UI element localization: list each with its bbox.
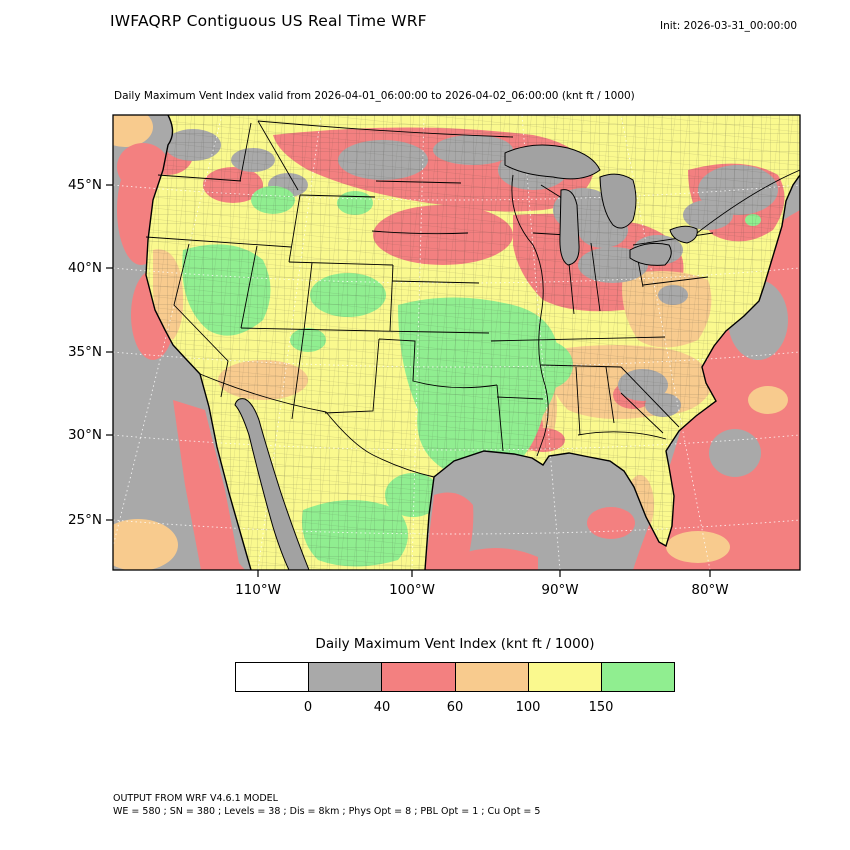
- colorbar-label-100: 100: [515, 700, 541, 715]
- footer-model-line: OUTPUT FROM WRF V4.6.1 MODEL: [113, 793, 278, 804]
- colorbar-cell-yellow: [528, 663, 602, 691]
- y-tick-40n: 40°N: [68, 260, 102, 276]
- colorbar: [235, 662, 675, 692]
- x-tick-110w: 110°W: [235, 582, 281, 598]
- y-tick-25n: 25°N: [68, 512, 102, 528]
- colorbar-cell-orange: [455, 663, 529, 691]
- coastline: [145, 115, 800, 570]
- colorbar-cell-pink: [382, 663, 456, 691]
- colorbar-label-40: 40: [373, 700, 391, 715]
- colorbar-label-0: 0: [303, 700, 313, 715]
- page-title: IWFAQRP Contiguous US Real Time WRF: [110, 12, 427, 30]
- vent-index-field: [146, 115, 800, 570]
- colorbar-label-150: 150: [588, 700, 614, 715]
- valid-time-subtitle: Daily Maximum Vent Index valid from 2026…: [114, 90, 635, 102]
- init-time-label: Init: 2026-03-31_00:00:00: [660, 20, 798, 32]
- colorbar-cell-green: [601, 663, 675, 691]
- legend-title: Daily Maximum Vent Index (knt ft / 1000): [315, 636, 595, 652]
- colorbar-cell-white: [236, 663, 310, 691]
- plot-frame: [112, 114, 801, 571]
- colorbar-cell-gray: [309, 663, 383, 691]
- gulf-of-california: [234, 398, 310, 570]
- footer-config-line: WE = 580 ; SN = 380 ; Levels = 38 ; Dis …: [113, 806, 541, 817]
- y-tick-35n: 35°N: [68, 344, 102, 360]
- x-tick-100w: 100°W: [389, 582, 435, 598]
- x-tick-80w: 80°W: [691, 582, 728, 598]
- great-lakes: [504, 144, 698, 266]
- x-axis-labels: 110°W 100°W 90°W 80°W: [235, 582, 729, 598]
- colorbar-label-60: 60: [446, 700, 464, 715]
- y-axis-labels: 45°N 40°N 35°N 30°N 25°N: [68, 177, 102, 528]
- conus-vent-index-map: 45°N 40°N 35°N 30°N 25°N 110°W 100°W 90°…: [68, 114, 801, 598]
- state-borders: [145, 120, 800, 478]
- axis-ticks: [106, 184, 711, 577]
- x-tick-90w: 90°W: [541, 582, 578, 598]
- y-tick-45n: 45°N: [68, 177, 102, 193]
- y-tick-30n: 30°N: [68, 427, 102, 443]
